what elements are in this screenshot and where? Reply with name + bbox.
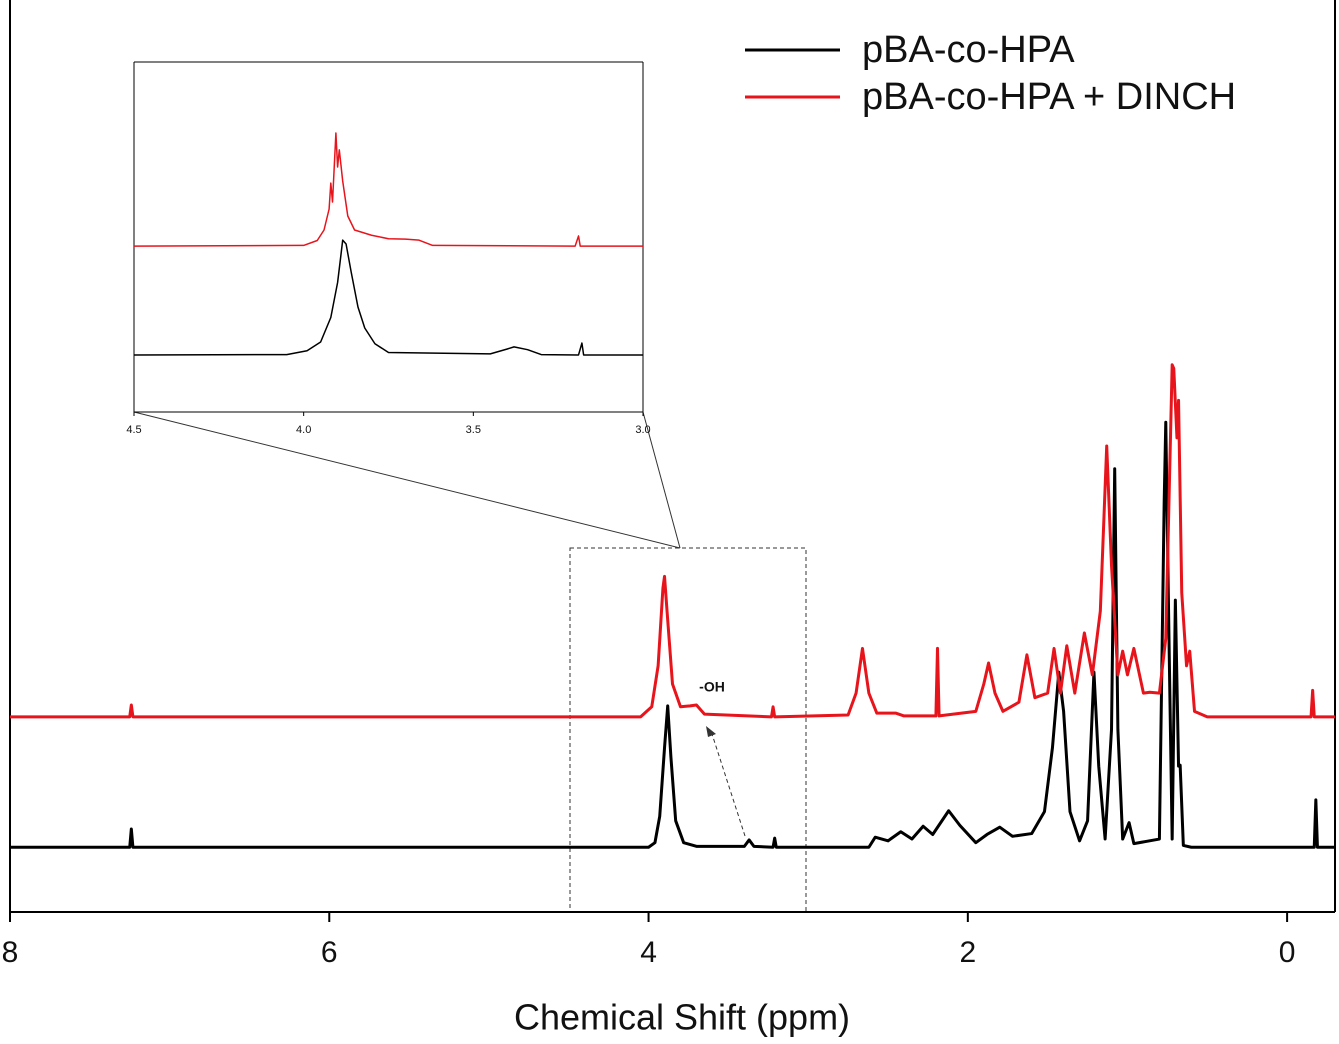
- zoom-region: [569, 547, 807, 913]
- zoom-connector: [642, 411, 681, 549]
- x-tick-label: 0: [1279, 936, 1296, 969]
- spectrum-line: [133, 239, 643, 356]
- spectrum-line: [10, 363, 1335, 719]
- x-tick-label: 4.0: [296, 424, 311, 436]
- x-tick-label: 3.0: [635, 424, 650, 436]
- spectrum-line: [10, 420, 1335, 849]
- legend-label: pBA-co-HPA: [862, 29, 1075, 71]
- x-tick-label: 8: [2, 936, 19, 969]
- x-tick-label: 6: [321, 936, 338, 969]
- legend-label: pBA-co-HPA + DINCH: [862, 76, 1236, 118]
- annotation-arrow: [711, 733, 746, 837]
- x-tick-label: 4.5: [126, 424, 141, 436]
- x-tick-label: 2: [959, 936, 976, 969]
- zoom-connector: [133, 411, 681, 549]
- x-axis-title: Chemical Shift (ppm): [514, 997, 850, 1038]
- x-tick-label: 4: [640, 936, 657, 969]
- x-tick-label: 3.5: [466, 424, 481, 436]
- annotation: -OH: [699, 679, 725, 695]
- spectrum-line: [133, 132, 643, 247]
- arrow-head: [706, 726, 716, 737]
